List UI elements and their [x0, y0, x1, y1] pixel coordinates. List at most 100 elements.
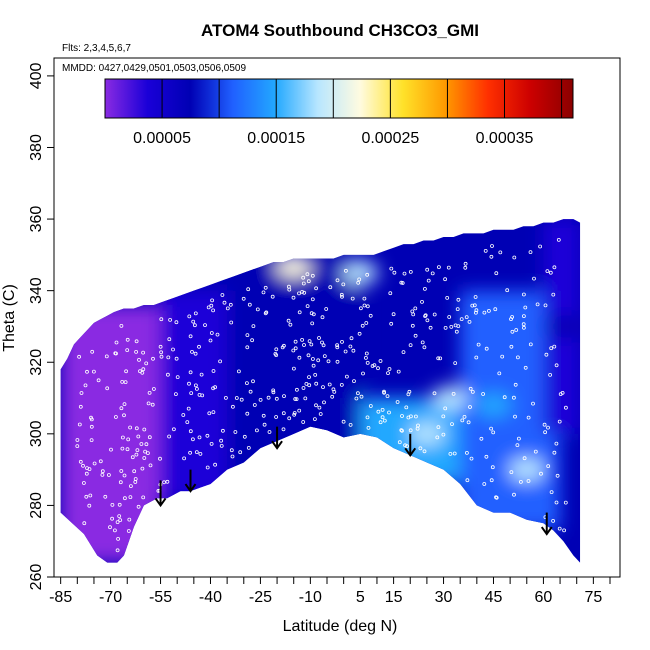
sample-point	[350, 296, 355, 301]
sample-point	[466, 420, 471, 425]
sample-point	[274, 353, 279, 358]
sample-point	[389, 266, 394, 271]
sample-point	[410, 323, 415, 328]
sample-point	[297, 310, 302, 315]
sample-point	[521, 322, 526, 327]
sample-point	[555, 473, 560, 478]
y-axis-label: Theta (C)	[1, 284, 18, 352]
sample-point	[261, 290, 266, 295]
sample-point	[452, 451, 457, 456]
sample-point	[288, 322, 293, 327]
sample-point	[453, 361, 458, 366]
sample-point	[119, 406, 124, 411]
sample-point	[470, 389, 475, 394]
sample-point	[364, 321, 369, 325]
sample-point	[122, 402, 127, 407]
sample-point	[438, 356, 443, 361]
sample-point	[143, 449, 148, 454]
sample-point	[193, 351, 198, 356]
sample-point	[451, 391, 456, 396]
sample-point	[287, 416, 292, 421]
colorbar-tick-label: 0.00005	[133, 130, 191, 147]
sample-point	[167, 337, 172, 342]
sample-point	[494, 495, 498, 500]
sample-point	[262, 422, 267, 427]
sample-point	[85, 369, 89, 374]
sample-point	[513, 382, 518, 387]
sample-point	[238, 450, 243, 455]
sample-point	[81, 463, 85, 468]
sample-point	[158, 456, 162, 461]
sample-point	[281, 427, 286, 432]
sample-point	[512, 255, 517, 260]
sample-point	[134, 349, 139, 354]
sample-point	[535, 302, 540, 307]
sample-point	[328, 285, 333, 290]
sample-point	[96, 378, 101, 383]
sample-point	[450, 422, 454, 427]
sample-point	[463, 265, 468, 270]
sample-point	[229, 320, 234, 325]
sample-point	[408, 414, 413, 419]
sample-point	[344, 374, 349, 379]
sample-point	[562, 528, 566, 533]
sample-point	[100, 472, 105, 477]
sample-point	[270, 294, 275, 299]
y-axis: 260 280 300 320 340 360 380 400	[28, 62, 55, 590]
sample-point	[305, 272, 310, 277]
sample-point	[75, 438, 80, 442]
sample-point	[280, 345, 285, 350]
sample-point	[197, 344, 201, 349]
sample-point	[509, 344, 514, 349]
sample-point	[357, 331, 362, 336]
x-tick-label: 15	[385, 589, 403, 606]
sample-point	[348, 344, 353, 349]
sample-point	[105, 386, 110, 391]
sample-point	[352, 379, 356, 384]
y-tick-label: 340	[28, 277, 45, 304]
sample-point	[549, 490, 554, 495]
sample-point	[498, 250, 503, 255]
dates-label: MMDD: 0427,0429,0501,0503,0506,0509	[62, 63, 246, 74]
sample-point	[420, 340, 425, 345]
sample-point	[242, 434, 247, 439]
sample-point	[368, 404, 373, 408]
sample-point	[113, 528, 117, 533]
sample-point	[355, 391, 360, 396]
sample-point	[171, 347, 175, 352]
sample-point	[426, 278, 431, 283]
x-tick-label: -25	[249, 589, 272, 606]
sample-point	[523, 365, 528, 370]
sample-point	[497, 371, 502, 376]
sample-point	[252, 403, 257, 407]
sample-point	[89, 415, 93, 420]
sample-point	[266, 395, 271, 400]
sample-point	[78, 459, 83, 464]
sample-point	[89, 424, 94, 429]
y-tick-label: 380	[28, 134, 45, 161]
sample-point	[302, 290, 307, 295]
sample-point	[330, 394, 335, 399]
sample-point	[455, 307, 460, 312]
sample-point	[151, 387, 156, 391]
sample-point	[376, 409, 381, 414]
sample-point	[261, 413, 266, 418]
sample-point	[413, 333, 418, 338]
sample-point	[85, 466, 89, 471]
sample-point	[468, 386, 473, 391]
sample-point	[400, 414, 404, 418]
sample-point	[171, 427, 176, 432]
sample-point	[291, 295, 296, 300]
sample-point	[422, 286, 427, 291]
colorbar-dividers	[104, 79, 574, 118]
sample-point	[436, 425, 441, 430]
sample-point	[378, 359, 383, 363]
x-tick-label: 60	[535, 589, 553, 606]
sample-point	[354, 396, 359, 401]
sample-point	[435, 435, 440, 440]
sample-point	[118, 518, 123, 522]
sample-point	[365, 272, 370, 277]
sample-point	[549, 346, 554, 351]
x-axis-label: Latitude (deg N)	[283, 618, 398, 635]
sample-point	[246, 445, 251, 450]
